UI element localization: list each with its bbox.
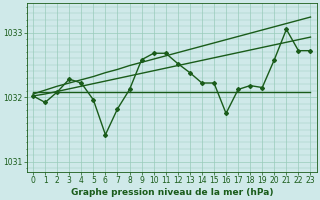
X-axis label: Graphe pression niveau de la mer (hPa): Graphe pression niveau de la mer (hPa) bbox=[70, 188, 273, 197]
